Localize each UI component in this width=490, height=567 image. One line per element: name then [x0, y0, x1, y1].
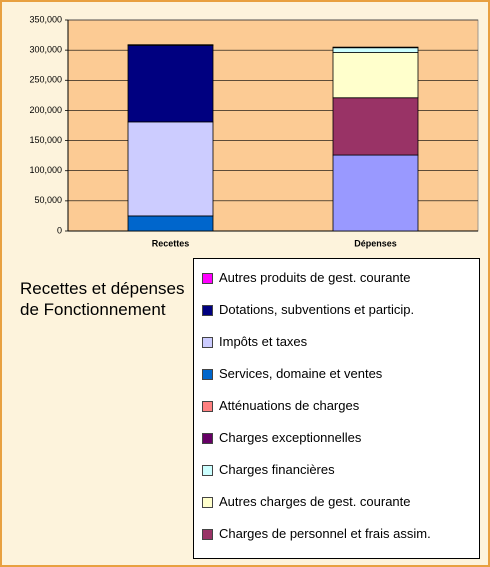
- legend-item: Atténuations de charges: [202, 398, 479, 430]
- legend-label: Charges financières: [219, 462, 335, 477]
- legend-swatch: [202, 337, 213, 348]
- legend-swatch: [202, 497, 213, 508]
- legend-label: Autres charges de gest. courante: [219, 494, 411, 509]
- legend-item: Charges financières: [202, 462, 479, 494]
- y-tick-label: 150,000: [29, 135, 62, 145]
- legend-label: Charges de personnel et frais assim.: [219, 526, 431, 541]
- bar-segment: [127, 44, 214, 123]
- legend-swatch: [202, 433, 213, 444]
- y-tick-label: 50,000: [34, 195, 62, 205]
- bar-segment: [332, 46, 419, 49]
- x-tick-label: Dépenses: [354, 238, 397, 248]
- legend-item: Dotations, subventions et particip.: [202, 302, 479, 334]
- legend-item: Impôts et taxes: [202, 334, 479, 366]
- bar-segment: [332, 47, 419, 53]
- legend-swatch: [202, 401, 213, 412]
- legend-label: Atténuations de charges: [219, 398, 360, 413]
- legend-swatch: [202, 369, 213, 380]
- legend-item: Autres charges de gest. courante: [202, 494, 479, 526]
- bar-segment: [332, 154, 419, 232]
- y-tick-label: 200,000: [29, 105, 62, 115]
- legend-item: Services, domaine et ventes: [202, 366, 479, 398]
- chart-title: Recettes et dépenses de Fonctionnement: [20, 279, 185, 319]
- legend-label: Dotations, subventions et particip.: [219, 302, 415, 317]
- bar-segment: [127, 44, 214, 46]
- legend: Autres produits de gest. courante Dotatio…: [193, 258, 480, 559]
- chart: 0 50,000 100,000 150,000 200,000 250,000 300,0…: [29, 14, 479, 248]
- y-tick-label: 250,000: [29, 75, 62, 85]
- legend-label: Impôts et taxes: [219, 334, 308, 349]
- legend-swatch: [202, 529, 213, 540]
- legend-label: Services, domaine et ventes: [219, 366, 383, 381]
- legend-label: Autres produits de gest. courante: [219, 270, 411, 285]
- legend-label: Charges exceptionnelles: [219, 430, 362, 445]
- y-tick-label: 350,000: [29, 14, 62, 24]
- legend-item: Charges de personnel et frais assim.: [202, 526, 479, 558]
- bar-segment: [332, 52, 419, 99]
- legend-swatch: [202, 273, 213, 284]
- y-tick-label: 0: [57, 225, 62, 235]
- bar-segment: [332, 97, 419, 156]
- bar-segment: [127, 121, 214, 217]
- legend-swatch: [202, 465, 213, 476]
- legend-swatch: [202, 305, 213, 316]
- bar-segment: [127, 215, 214, 232]
- y-tick-label: 300,000: [29, 45, 62, 55]
- legend-item: Charges exceptionnelles: [202, 430, 479, 462]
- y-tick-label: 100,000: [29, 165, 62, 175]
- legend-item: Autres produits de gest. courante: [202, 270, 479, 302]
- x-tick-label: Recettes: [152, 238, 190, 248]
